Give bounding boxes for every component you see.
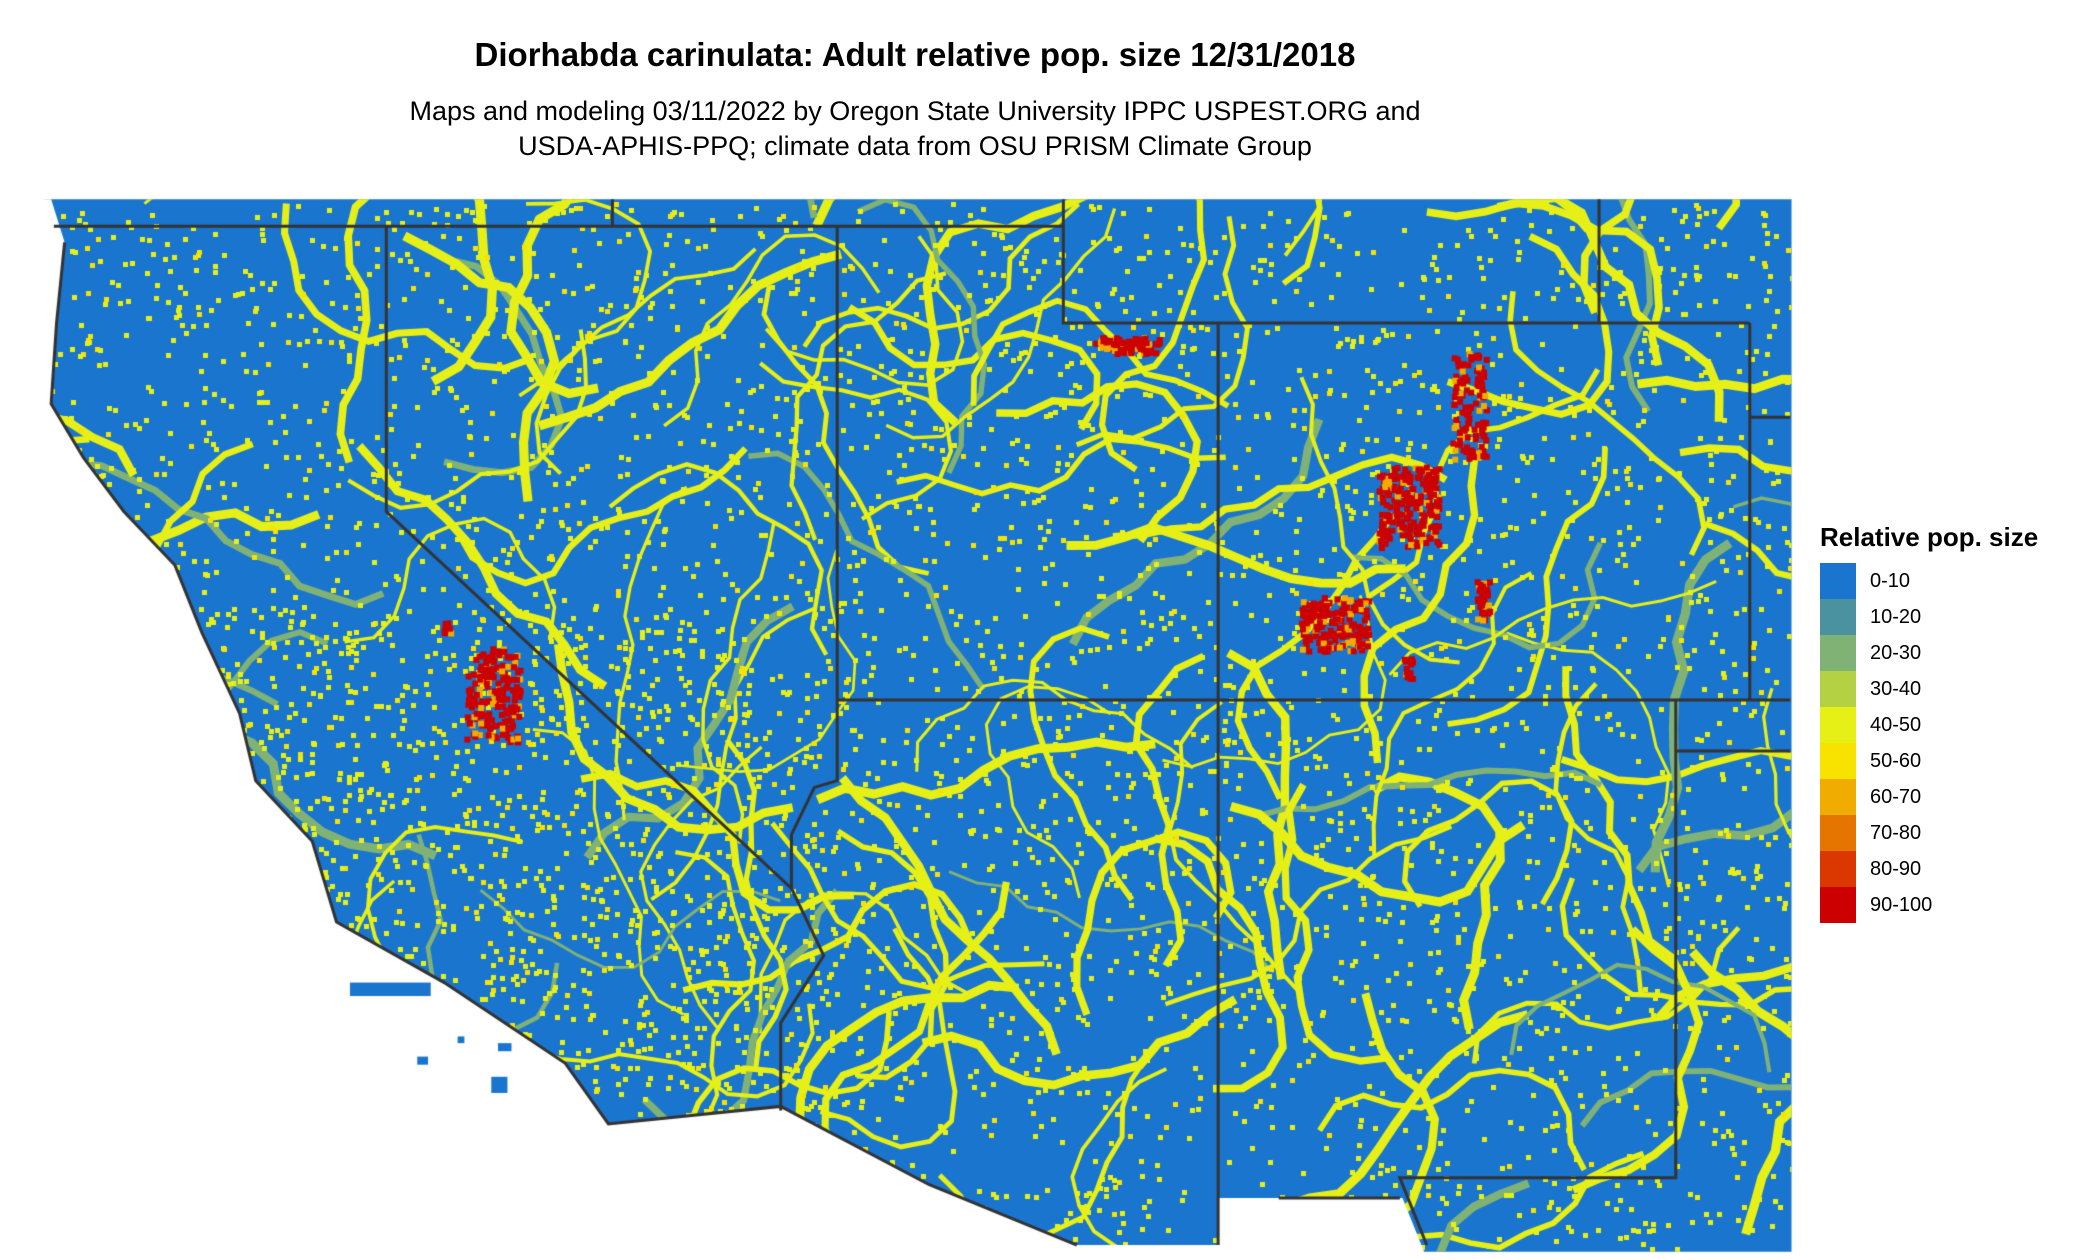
legend: Relative pop. size 0-10 10-20 20-30 30-40 40… <box>1820 522 2038 923</box>
legend-label: 80-90 <box>1870 857 1922 880</box>
legend-swatch <box>1820 851 1856 887</box>
map-subtitle: Maps and modeling 03/11/2022 by Oregon S… <box>0 94 1830 164</box>
subtitle-line-1: Maps and modeling 03/11/2022 by Oregon S… <box>409 96 1421 126</box>
subtitle-line-2: USDA-APHIS-PPQ; climate data from OSU PR… <box>518 131 1312 161</box>
legend-label: 10-20 <box>1870 605 1922 628</box>
legend-label: 50-60 <box>1870 749 1922 772</box>
legend-item: 60-70 <box>1820 779 2038 815</box>
legend-item: 70-80 <box>1820 815 2038 851</box>
legend-label: 0-10 <box>1870 569 1911 592</box>
legend-swatch <box>1820 599 1856 635</box>
legend-item: 80-90 <box>1820 851 2038 887</box>
legend-label: 60-70 <box>1870 785 1922 808</box>
legend-swatch <box>1820 671 1856 707</box>
legend-item: 40-50 <box>1820 707 2038 743</box>
legend-label: 70-80 <box>1870 821 1922 844</box>
legend-item: 30-40 <box>1820 671 2038 707</box>
legend-swatch <box>1820 563 1856 599</box>
legend-swatch <box>1820 779 1856 815</box>
legend-label: 30-40 <box>1870 677 1922 700</box>
legend-label: 40-50 <box>1870 713 1922 736</box>
legend-label: 20-30 <box>1870 641 1922 664</box>
legend-swatch <box>1820 815 1856 851</box>
legend-swatch <box>1820 887 1856 923</box>
legend-swatch <box>1820 743 1856 779</box>
legend-swatch <box>1820 635 1856 671</box>
legend-item: 50-60 <box>1820 743 2038 779</box>
legend-item: 0-10 <box>1820 563 2038 599</box>
legend-title: Relative pop. size <box>1820 522 2039 552</box>
map-title: Diorhabda carinulata: Adult relative pop… <box>474 36 1356 73</box>
legend-label: 90-100 <box>1870 893 1933 916</box>
legend-item: 90-100 <box>1820 887 2038 923</box>
legend-item: 10-20 <box>1820 599 2038 635</box>
legend-item: 20-30 <box>1820 635 2038 671</box>
legend-swatch <box>1820 707 1856 743</box>
